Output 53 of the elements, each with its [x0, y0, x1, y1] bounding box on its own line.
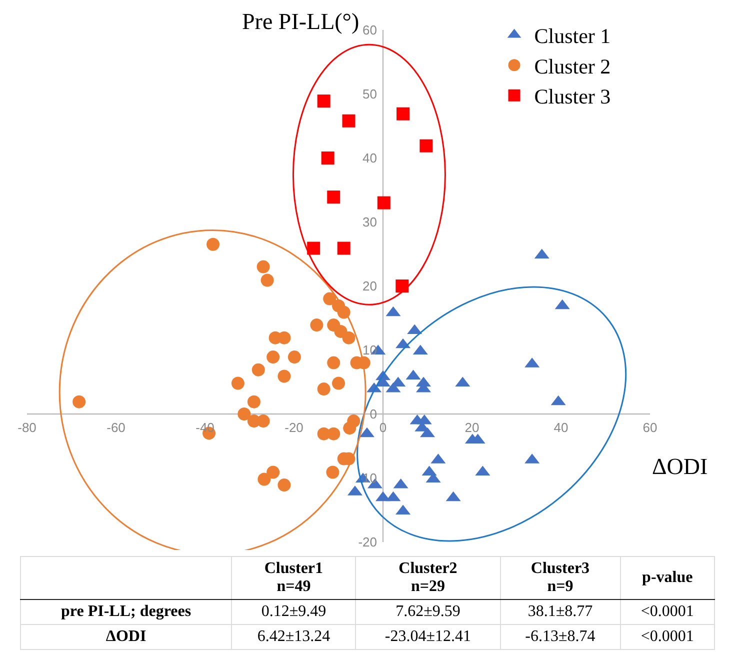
point [266, 466, 280, 479]
y-tick-label: 50 [362, 86, 377, 102]
point [278, 478, 291, 492]
point [317, 382, 330, 396]
point [396, 280, 409, 292]
point [238, 408, 251, 420]
legend-label: Cluster 3 [534, 84, 611, 109]
x-tick-label: 20 [464, 420, 480, 435]
point [420, 139, 433, 152]
point [323, 292, 336, 306]
y-tick-label: -20 [358, 534, 377, 550]
y-tick-label: 30 [362, 214, 377, 230]
y-tick-label: 40 [362, 150, 377, 166]
x-tick-label: -60 [106, 420, 126, 435]
y-tick-label: 60 [362, 22, 377, 38]
point [327, 190, 340, 204]
point [256, 414, 270, 428]
point [310, 318, 324, 332]
point [260, 274, 274, 287]
x-tick-label: -20 [284, 420, 304, 435]
point [317, 94, 330, 108]
point [342, 114, 356, 128]
point [206, 238, 220, 251]
point [343, 422, 356, 435]
point [342, 331, 356, 344]
point [326, 466, 340, 479]
point [327, 356, 340, 370]
point [278, 331, 291, 344]
point [377, 196, 390, 210]
point [288, 350, 301, 364]
point [258, 472, 271, 486]
point [231, 376, 244, 390]
point [256, 260, 270, 274]
legend-label: Cluster 2 [534, 54, 611, 78]
point [332, 376, 345, 390]
y-axis-title: Pre PI-LL(°) [242, 9, 360, 34]
point [327, 427, 340, 440]
point [278, 370, 291, 383]
summary-table: Cluster1 n=49 Cluster2 n=29 Cluster3 n=9 p-value pre PI-LL; degrees 0.12±9.49 7.62±9.59 38.1±8.77 <0.0001 ΔODI 6.42±13.24 -23.04±12.41 -6.13±8.74 <0.0001 [20, 556, 715, 650]
point [307, 242, 320, 255]
x-axis-title: ΔODI [652, 454, 708, 479]
point [72, 395, 86, 408]
point [247, 395, 260, 408]
x-tick-label: 40 [554, 420, 568, 435]
point [321, 152, 334, 164]
x-tick-label: 60 [642, 420, 658, 435]
y-tick-label: 20 [362, 278, 377, 294]
legend-label: Cluster 1 [534, 24, 611, 48]
point [396, 107, 410, 120]
point [266, 350, 280, 364]
point [252, 363, 265, 376]
x-tick-label: -80 [18, 420, 36, 435]
point [337, 242, 350, 255]
